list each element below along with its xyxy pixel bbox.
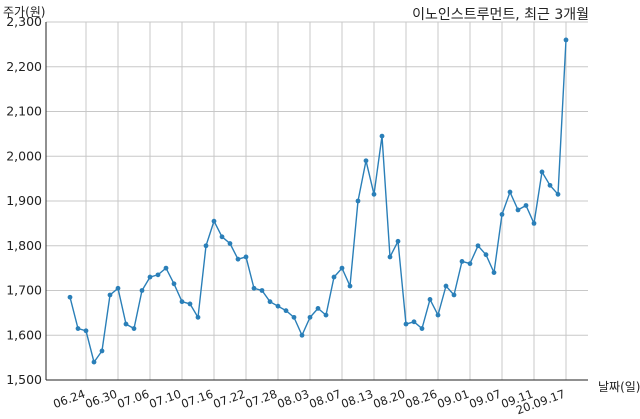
- data-point: [171, 281, 177, 287]
- y-tick-label: 2,000: [6, 148, 42, 163]
- data-point: [299, 332, 305, 338]
- data-point: [475, 243, 481, 249]
- data-point: [451, 292, 457, 298]
- data-point: [419, 326, 425, 331]
- data-point: [147, 274, 153, 280]
- data-point: [547, 182, 553, 188]
- x-axis-label: 날짜(일): [598, 380, 640, 394]
- x-tick-label: 07.16: [179, 387, 215, 411]
- data-point: [251, 285, 257, 291]
- data-point: [315, 306, 321, 311]
- data-point: [387, 254, 393, 260]
- data-point: [211, 218, 217, 224]
- x-tick-label: 08.03: [275, 387, 311, 411]
- data-point: [531, 220, 537, 226]
- x-tick-label: 08.07: [307, 387, 343, 411]
- data-point: [427, 297, 433, 302]
- x-tick-label: 07.28: [243, 387, 279, 411]
- x-tick-label: 06.24: [51, 387, 87, 411]
- data-point: [115, 285, 121, 291]
- data-point: [347, 283, 353, 289]
- data-point: [163, 265, 169, 271]
- y-tick-labels: 1,500 1,600 1,700 1,800 1,900 2,000 2,100 2,200…: [6, 14, 42, 387]
- data-point: [411, 319, 417, 325]
- x-tick-label: 09.01: [435, 387, 471, 411]
- data-point: [187, 301, 193, 307]
- data-point: [483, 252, 489, 258]
- data-point: [403, 321, 409, 327]
- data-point: [291, 314, 297, 320]
- y-tick-label: 1,600: [6, 327, 42, 342]
- data-point: [179, 299, 185, 305]
- y-tick-label: 2,200: [6, 59, 42, 74]
- data-point: [443, 283, 449, 289]
- data-point: [243, 254, 249, 260]
- x-tick-label: 07.22: [211, 387, 247, 411]
- data-point: [219, 234, 225, 240]
- data-point: [99, 348, 105, 354]
- data-point: [395, 238, 401, 244]
- x-tick-label: 09.07: [467, 387, 503, 411]
- x-tick-label: 06.30: [83, 387, 119, 411]
- data-point: [355, 198, 361, 204]
- data-point: [363, 158, 369, 164]
- data-point: [323, 312, 329, 318]
- data-point: [107, 292, 113, 298]
- grid-lines: [46, 21, 588, 381]
- data-point: [523, 203, 529, 208]
- data-point: [379, 133, 385, 139]
- data-point: [307, 314, 313, 320]
- data-point: [515, 207, 521, 213]
- axes: [45, 22, 588, 381]
- data-point: [371, 191, 377, 197]
- data-point: [195, 314, 201, 320]
- data-point: [467, 261, 473, 267]
- data-point: [259, 288, 265, 293]
- data-point: [131, 326, 137, 331]
- y-tick-label: 1,900: [6, 193, 42, 208]
- data-point: [83, 328, 89, 334]
- data-point: [499, 212, 505, 217]
- data-point: [283, 308, 289, 314]
- data-point: [275, 303, 281, 309]
- x-tick-label: 08.26: [403, 387, 439, 411]
- y-tick-label: 2,100: [6, 104, 42, 119]
- data-point: [235, 256, 241, 262]
- x-tick-label: 08.13: [339, 387, 375, 411]
- data-point: [123, 321, 129, 327]
- y-tick-label: 1,500: [6, 372, 42, 387]
- y-tick-label: 1,700: [6, 283, 42, 298]
- data-point: [267, 299, 273, 305]
- data-point: [435, 312, 441, 318]
- data-point: [75, 326, 81, 331]
- data-point: [459, 259, 465, 264]
- price-series: [67, 37, 569, 365]
- data-point: [507, 189, 513, 195]
- data-point: [139, 288, 145, 293]
- data-point: [491, 270, 497, 275]
- data-point: [339, 265, 345, 271]
- data-point: [67, 294, 73, 300]
- data-point: [539, 169, 545, 175]
- x-tick-labels: 06.2406.3007.0607.1007.1607.2207.2808.03…: [51, 387, 567, 418]
- data-point: [91, 359, 97, 365]
- data-point: [203, 243, 209, 249]
- data-point: [563, 37, 569, 43]
- y-tick-label: 2,300: [6, 14, 42, 29]
- x-tick-label: 07.10: [147, 387, 183, 411]
- x-tick-label: 07.06: [115, 387, 151, 411]
- y-axis-label: 주가(원): [3, 5, 45, 19]
- data-point: [155, 272, 161, 278]
- data-point: [555, 191, 561, 197]
- y-tick-label: 1,800: [6, 238, 42, 253]
- data-point: [331, 274, 337, 280]
- data-point: [227, 241, 233, 246]
- x-tick-label: 08.20: [371, 387, 407, 411]
- chart-title: 이노인스트루먼트, 최근 3개월: [412, 7, 589, 23]
